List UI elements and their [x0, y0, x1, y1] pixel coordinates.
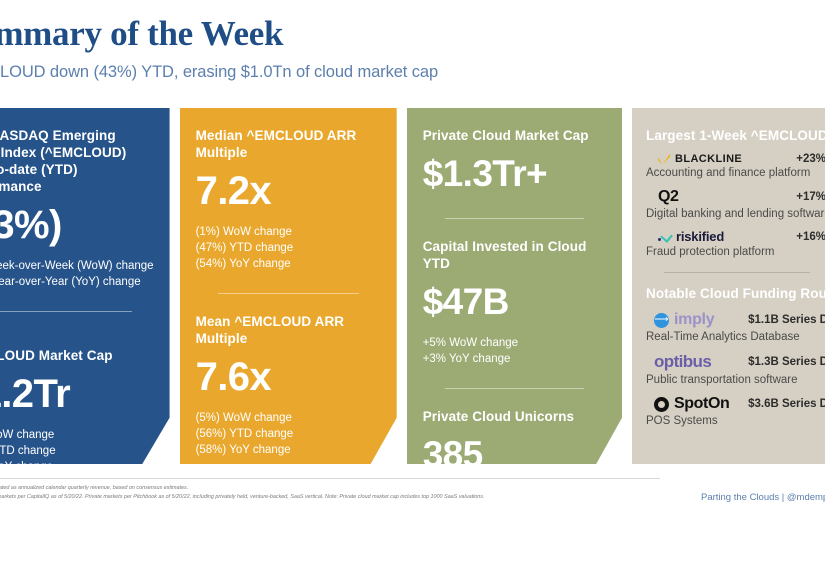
divider [217, 293, 359, 294]
funding-heading: Notable Cloud Funding Rounds [646, 286, 825, 301]
divider [0, 311, 132, 312]
change-line: +108% YoY change [422, 522, 524, 534]
amber-block1-heading: Median ^EMCLOUD ARR Multiple [195, 128, 357, 160]
column-emcloud-performance: BVP NASDAQ Emerging Cloud Index (^EMCLOU… [0, 108, 170, 464]
list-item: optibus $1.3B Series D [646, 352, 825, 372]
amber-block1-changes: (1%) WoW change (47%) YTD change (54%) Y… [196, 224, 381, 272]
optibus-logo: optibus [646, 352, 712, 372]
divider [444, 388, 584, 389]
green-block3-heading: Private Cloud Unicorns [422, 409, 575, 424]
green-block1-value: $1.3Tr+ [422, 153, 548, 194]
round-logo-label: imply [674, 311, 715, 328]
green-block2-changes: +5% WoW change +3% YoY change [423, 335, 606, 367]
slide-header: Summary of the Week ^EMCLOUD down (43%) … [0, 14, 776, 82]
blue-block1-heading: BVP NASDAQ Emerging Cloud Index (^EMCLOU… [0, 128, 127, 194]
blue-block2-value: $1.2Tr [0, 372, 71, 416]
spoton-logo: SpotOn [646, 395, 730, 413]
q2-logo: Q2 [646, 188, 679, 206]
change-line: (5%) WoW change [195, 412, 292, 424]
column-movers-and-funding: Largest 1-Week ^EMCLOUD Movers BLACKLINE… [632, 108, 825, 464]
page-subtitle: ^EMCLOUD down (43%) YTD, erasing $1.0Tn … [0, 63, 439, 81]
round-description: Public transportation software [646, 374, 798, 386]
change-line: (40%) Year-over-Year (YoY) change [0, 276, 141, 288]
circle-arrow-icon: ⟶ [654, 312, 669, 328]
mover-description: Fraud protection platform [646, 246, 775, 258]
round-description: Real-Time Analytics Database [646, 331, 800, 343]
round-amount: $1.3B Series D [748, 356, 825, 368]
change-line: +5% WoW change [422, 337, 519, 349]
change-line: +20% YTD change [422, 506, 520, 518]
change-line: (58%) YoY change [195, 444, 291, 456]
blue-block1-changes: (2%) Week-over-Week (WoW) change (40%) Y… [0, 258, 154, 290]
change-line: (1%) WoW change [195, 226, 292, 238]
mover-percent: +17% [796, 191, 825, 203]
green-block1-heading: Private Cloud Market Cap [422, 128, 589, 143]
checkmark-icon [658, 153, 670, 165]
mover-percent: +23% [796, 153, 825, 165]
page-title: Summary of the Week [0, 14, 284, 53]
amber-block2-value: 7.6x [195, 355, 272, 399]
blue-block2-heading: ^EMCLOUD Market Cap [0, 348, 113, 363]
round-logo-label: optibus [654, 352, 712, 371]
footnotes: Note: ARR calculated as annualized calen… [0, 484, 718, 501]
blue-block2-changes: (2%) WoW change (43%) YTD change (40%) Y… [0, 427, 154, 473]
spacer [0, 331, 154, 347]
round-logo-label: SpotOn [674, 395, 730, 412]
credit-line: Parting the Clouds | @mdempsey [700, 492, 825, 503]
blackline-logo: BLACKLINE [646, 153, 742, 165]
ring-icon [654, 396, 669, 412]
round-description: POS Systems [646, 415, 718, 427]
green-block3-value: 385 [422, 434, 484, 475]
footnote-sources: Sources: Public markets per CapitalIQ as… [0, 493, 485, 500]
movers-heading: Largest 1-Week ^EMCLOUD Movers [646, 128, 825, 143]
imply-logo: ⟶ imply [646, 311, 715, 329]
footer-divider [0, 478, 660, 479]
mover-percent: +16% [796, 230, 825, 243]
list-item: riskified +16% [646, 229, 825, 244]
change-line: (40%) YoY change [0, 461, 54, 473]
change-line: (56%) YTD change [195, 428, 294, 440]
list-item: Q2 +17% [646, 188, 825, 206]
blue-block1-value: (43%) [0, 203, 62, 247]
amber-block2-heading: Mean ^EMCLOUD ARR Multiple [195, 314, 345, 346]
amber-block1-value: 7.2x [195, 169, 272, 213]
change-line: (2%) WoW change [0, 429, 55, 441]
change-line: (54%) YoY change [195, 258, 291, 270]
mover-description: Digital banking and lending software [646, 208, 825, 220]
riskified-logo: riskified [646, 229, 724, 244]
list-item: ⟶ imply $1.1B Series D [646, 311, 825, 329]
riskified-check-icon [658, 230, 673, 243]
change-line: +3% YoY change [422, 353, 511, 365]
column-private-cloud: Private Cloud Market Cap $1.3Tr+ Capital… [406, 108, 622, 464]
amber-block2-changes: (5%) WoW change (56%) YTD change (58%) Y… [196, 410, 381, 458]
green-block2-value: $47B [422, 281, 510, 322]
mover-logo-label: Q2 [658, 188, 679, 205]
divider [664, 272, 810, 273]
divider [444, 218, 584, 219]
green-block2-heading: Capital Invested in Cloud YTD [422, 239, 587, 271]
mover-logo-label: BLACKLINE [675, 153, 743, 165]
footnote-note: Note: ARR calculated as annualized calen… [0, 485, 189, 491]
list-item: BLACKLINE +23% [646, 153, 825, 165]
change-line: (2%) Week-over-Week (WoW) change [0, 260, 154, 272]
round-amount: $1.1B Series D [748, 314, 825, 326]
list-item: SpotOn $3.6B Series D [646, 395, 825, 413]
round-amount: $3.6B Series D [748, 398, 825, 410]
column-arr-multiples: Median ^EMCLOUD ARR Multiple 7.2x (1%) W… [179, 108, 397, 464]
change-line: (43%) YTD change [0, 445, 56, 457]
mover-logo-label: riskified [676, 229, 725, 244]
change-line: (47%) YTD change [195, 242, 294, 254]
mover-description: Accounting and finance platform [646, 167, 811, 179]
metric-columns: BVP NASDAQ Emerging Cloud Index (^EMCLOU… [0, 108, 825, 464]
